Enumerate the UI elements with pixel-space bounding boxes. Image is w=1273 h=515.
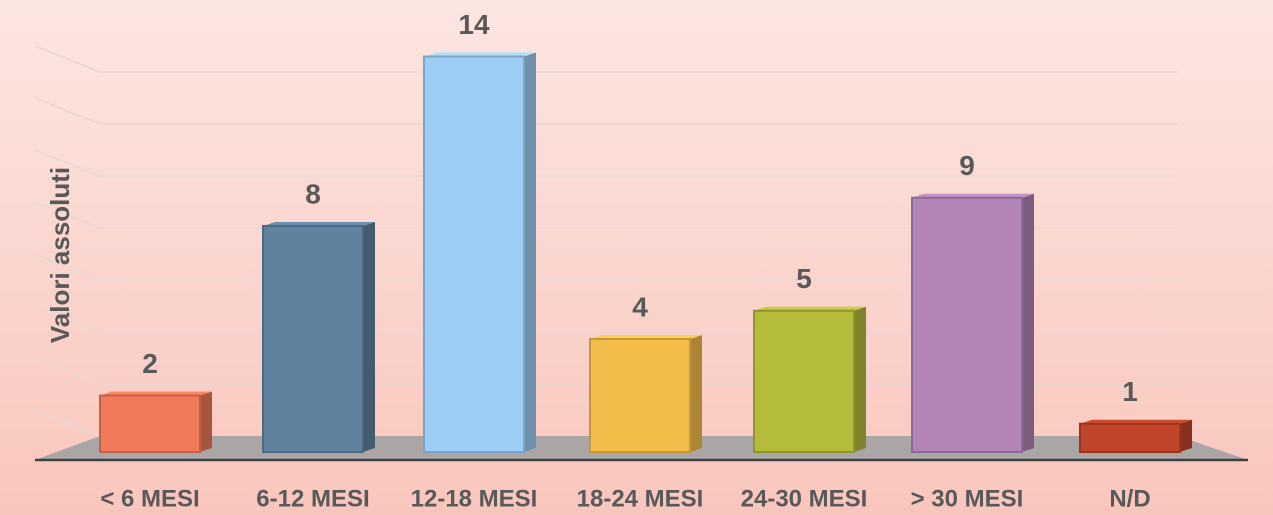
bar: [753, 309, 855, 453]
x-tick-label: < 6 MESI: [100, 485, 199, 512]
x-tick-label: 6-12 MESI: [256, 485, 369, 512]
bar: [423, 55, 525, 453]
value-label: 5: [796, 263, 812, 294]
x-tick-label: 24-30 MESI: [741, 485, 868, 512]
value-label: 2: [142, 348, 158, 379]
bar-side: [1022, 193, 1034, 452]
value-label: 4: [632, 291, 648, 322]
bar: [1079, 422, 1181, 453]
bar: [589, 338, 691, 453]
bar: [911, 196, 1023, 453]
bar-side: [524, 52, 536, 452]
bar-side: [1180, 419, 1192, 452]
y-axis-label: Valori assoluti: [45, 167, 75, 343]
bar-side: [200, 391, 212, 452]
value-label: 1: [1122, 376, 1138, 407]
bar: [99, 394, 201, 453]
bar: [262, 225, 364, 453]
x-tick-label: N/D: [1109, 485, 1150, 512]
bar-side: [690, 335, 702, 452]
x-tick-label: > 30 MESI: [911, 485, 1024, 512]
x-tick-label: 12-18 MESI: [411, 485, 538, 512]
bar-side: [854, 306, 866, 452]
back-grid: [34, 45, 1178, 437]
bar-side: [363, 222, 375, 452]
x-tick-label: 18-24 MESI: [577, 485, 704, 512]
value-label: 8: [305, 178, 321, 209]
value-label: 9: [959, 150, 975, 181]
value-label: 14: [458, 9, 490, 40]
